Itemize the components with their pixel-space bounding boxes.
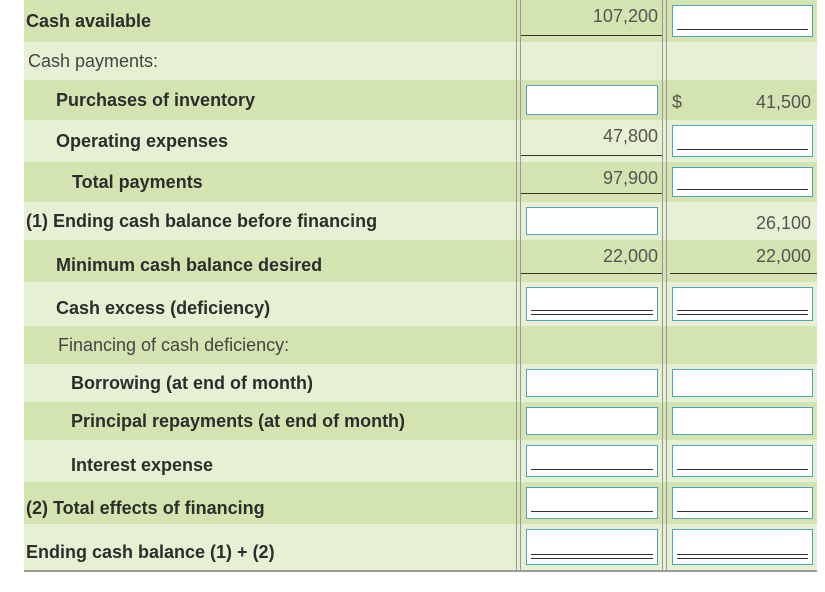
interest-month1-input[interactable] [526,445,658,477]
currency-sign: $ [672,92,683,112]
minimum-month2-value: 22,000 [755,246,811,266]
purchases-month1-input[interactable] [526,85,658,115]
month2-cell: $ 41,500 [666,80,817,120]
underline [677,149,808,150]
underline [677,189,808,190]
row-operating-expenses: Operating expenses 47,800 [24,120,817,162]
ending-before-month2-value: 26,100 [755,213,811,233]
underline [677,469,808,470]
table-bottom-rule [24,570,817,572]
double-underline [677,310,808,315]
row-label: Borrowing (at end of month) [71,372,313,393]
cash-excess-month1-input[interactable] [526,287,658,321]
borrowing-month2-input[interactable] [672,369,813,397]
row-label: Cash excess (deficiency) [56,297,271,318]
month2-cell [666,482,817,524]
month2-cell [666,162,817,202]
row-label: Financing of cash deficiency: [58,334,290,355]
total-payments-month2-input[interactable] [672,167,813,197]
operating-month2-input[interactable] [672,125,813,157]
month1-cell: 47,800 [520,120,662,162]
column-divider [666,0,667,572]
month1-cell [520,364,662,402]
month2-cell [666,120,817,162]
month1-cell [520,440,662,482]
underline [677,511,808,512]
month1-cell [520,402,662,440]
row-principal-repayments: Principal repayments (at end of month) [24,402,817,440]
double-underline [677,554,808,559]
row-label: Operating expenses [56,130,229,151]
column-divider [516,0,517,572]
total-effects-month2-input[interactable] [672,487,813,519]
row-borrowing: Borrowing (at end of month) [24,364,817,402]
row-label: Cash payments: [28,50,159,71]
row-label: Minimum cash balance desired [56,254,323,275]
double-underline [531,310,653,315]
ending-before-month1-input[interactable] [526,207,658,235]
minimum-month1-value: 22,000 [602,246,658,266]
month1-cell: 22,000 [520,240,662,282]
ending-cash-month2-input[interactable] [672,529,813,565]
column-divider [520,0,521,572]
row-interest-expense: Interest expense [24,440,817,482]
row-label: Interest expense [71,454,214,475]
underline [677,29,808,30]
month2-cell: 26,100 [666,202,817,240]
underline [531,511,653,512]
month1-cell: 107,200 [520,0,662,42]
month1-cell: 97,900 [520,162,662,202]
row-label: Total payments [72,171,203,192]
month2-cell [666,0,817,42]
row-ending-before-financing: (1) Ending cash balance before financing… [24,202,817,240]
row-label: (2) Total effects of financing [26,497,265,518]
column-divider [662,0,663,572]
underline [520,273,662,274]
row-minimum-cash: Minimum cash balance desired 22,000 22,0… [24,240,817,282]
underline [670,273,817,274]
row-label: Ending cash balance (1) + (2) [26,541,275,562]
operating-month1-value: 47,800 [602,126,658,146]
row-label: Purchases of inventory [56,89,256,110]
month1-cell [520,482,662,524]
double-underline [531,554,653,559]
underline [520,35,662,36]
month2-cell: 22,000 [666,240,817,282]
row-cash-payments: Cash payments: [24,42,817,80]
total-payments-month1-value: 97,900 [602,168,658,188]
cash-excess-month2-input[interactable] [672,287,813,321]
row-purchases: Purchases of inventory $ 41,500 [24,80,817,120]
cash-available-month2-input[interactable] [672,5,813,37]
month1-cell [520,202,662,240]
underline [520,155,662,156]
row-financing-heading: Financing of cash deficiency: [24,326,817,364]
row-cash-available: Cash available 107,200 [24,0,817,42]
month1-cell [520,282,662,326]
row-total-effects: (2) Total effects of financing [24,482,817,524]
underline [520,193,662,194]
underline [531,469,653,470]
month2-cell [666,440,817,482]
row-label: Principal repayments (at end of month) [71,410,406,431]
month2-cell [666,402,817,440]
month2-cell [666,524,817,570]
interest-month2-input[interactable] [672,445,813,477]
row-ending-cash-balance: Ending cash balance (1) + (2) [24,524,817,570]
row-cash-excess: Cash excess (deficiency) [24,282,817,326]
row-label: (1) Ending cash balance before financing [26,210,378,231]
month1-cell [520,524,662,570]
borrowing-month1-input[interactable] [526,369,658,397]
cash-available-value: 107,200 [592,6,658,26]
principal-month1-input[interactable] [526,407,658,435]
row-label: Cash available [26,10,152,31]
row-total-payments: Total payments 97,900 [24,162,817,202]
month1-cell [520,80,662,120]
month2-cell [666,282,817,326]
principal-month2-input[interactable] [672,407,813,435]
ending-cash-month1-input[interactable] [526,529,658,565]
total-effects-month1-input[interactable] [526,487,658,519]
purchases-month2-value: 41,500 [755,92,811,112]
month2-cell [666,364,817,402]
